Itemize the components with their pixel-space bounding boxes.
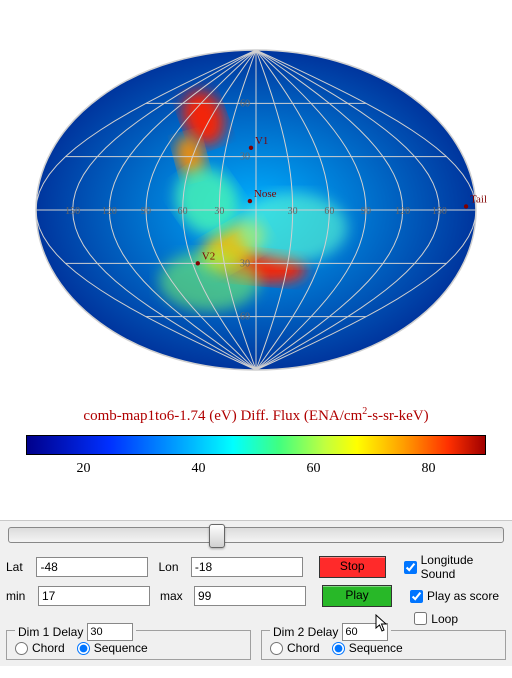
- lon-input[interactable]: [191, 557, 303, 577]
- svg-text:30: 30: [240, 152, 250, 163]
- time-slider-row: [0, 520, 512, 549]
- time-slider[interactable]: [8, 527, 504, 543]
- colorbar-tick: 40: [141, 461, 256, 477]
- svg-text:30: 30: [240, 258, 250, 269]
- dim1-legend: Dim 1 Delay: [18, 625, 83, 639]
- dim2-chord-radio[interactable]: Chord: [270, 641, 320, 655]
- svg-text:60: 60: [240, 98, 250, 109]
- dim2-sequence-label: Sequence: [349, 641, 403, 655]
- svg-text:90: 90: [141, 206, 151, 217]
- dim1-sequence-input[interactable]: [77, 642, 90, 655]
- svg-text:V1: V1: [255, 135, 268, 147]
- dim1-chord-radio[interactable]: Chord: [15, 641, 65, 655]
- dim1-delay-group: Dim 1 Delay Chord Sequence: [6, 630, 251, 660]
- dim1-delay-input[interactable]: [87, 623, 133, 641]
- play-as-score-label: Play as score: [427, 589, 499, 603]
- dim2-chord-input[interactable]: [270, 642, 283, 655]
- lon-label: Lon: [158, 560, 190, 574]
- loop-checkbox[interactable]: Loop: [410, 609, 506, 628]
- dim2-legend: Dim 2 Delay: [273, 625, 338, 639]
- svg-text:60: 60: [240, 312, 250, 323]
- longitude-sound-input[interactable]: [404, 561, 417, 574]
- dim2-sequence-input[interactable]: [332, 642, 345, 655]
- plot-title: comb-map1to6-1.74 (eV) Diff. Flux (ENA/c…: [0, 406, 512, 425]
- dim1-chord-input[interactable]: [15, 642, 28, 655]
- dim1-sequence-radio[interactable]: Sequence: [77, 641, 148, 655]
- longitude-sound-checkbox[interactable]: Longitude Sound: [400, 553, 506, 581]
- svg-text:Nose: Nose: [254, 188, 277, 200]
- skymap-svg[interactable]: 150 120 90 60 30 30 60 90 120 150 60 30 30 60 V1 Nose V2…: [0, 0, 512, 400]
- max-label: max: [160, 589, 194, 603]
- play-as-score-input[interactable]: [410, 590, 423, 603]
- dim1-sequence-label: Sequence: [94, 641, 148, 655]
- svg-text:30: 30: [214, 206, 224, 217]
- svg-text:120: 120: [102, 206, 117, 217]
- max-input[interactable]: [194, 586, 306, 606]
- colorbar-ticks: 20406080: [26, 461, 486, 477]
- dim2-sequence-radio[interactable]: Sequence: [332, 641, 403, 655]
- play-button[interactable]: Play: [322, 585, 392, 607]
- min-label: min: [6, 589, 38, 603]
- longitude-sound-label: Longitude Sound: [421, 553, 506, 581]
- svg-text:30: 30: [288, 206, 298, 217]
- lat-input[interactable]: [36, 557, 148, 577]
- svg-text:150: 150: [432, 206, 447, 217]
- min-input[interactable]: [38, 586, 150, 606]
- loop-input[interactable]: [414, 612, 427, 625]
- plot-area: 150 120 90 60 30 30 60 90 120 150 60 30 30 60 V1 Nose V2…: [0, 0, 512, 520]
- dim2-delay-input[interactable]: [342, 623, 388, 641]
- dim2-chord-label: Chord: [287, 641, 320, 655]
- svg-text:60: 60: [178, 206, 188, 217]
- colorbar-gradient: [26, 435, 486, 455]
- colorbar-tick: 80: [371, 461, 486, 477]
- svg-text:120: 120: [395, 206, 410, 217]
- svg-text:150: 150: [65, 206, 80, 217]
- control-panel: Lat Lon Stop Longitude Sound min max Pla…: [0, 549, 512, 666]
- loop-label: Loop: [431, 612, 458, 626]
- colorbar: 20406080: [26, 435, 486, 477]
- dim1-chord-label: Chord: [32, 641, 65, 655]
- dim2-delay-group: Dim 2 Delay Chord Sequence: [261, 630, 506, 660]
- svg-text:60: 60: [324, 206, 334, 217]
- svg-text:90: 90: [361, 206, 371, 217]
- svg-text:V2: V2: [202, 250, 215, 262]
- stop-button[interactable]: Stop: [319, 556, 386, 578]
- lat-label: Lat: [6, 560, 36, 574]
- svg-text:Tail: Tail: [470, 193, 487, 205]
- colorbar-tick: 20: [26, 461, 141, 477]
- time-slider-thumb[interactable]: [209, 524, 225, 548]
- play-as-score-checkbox[interactable]: Play as score: [406, 587, 499, 606]
- colorbar-tick: 60: [256, 461, 371, 477]
